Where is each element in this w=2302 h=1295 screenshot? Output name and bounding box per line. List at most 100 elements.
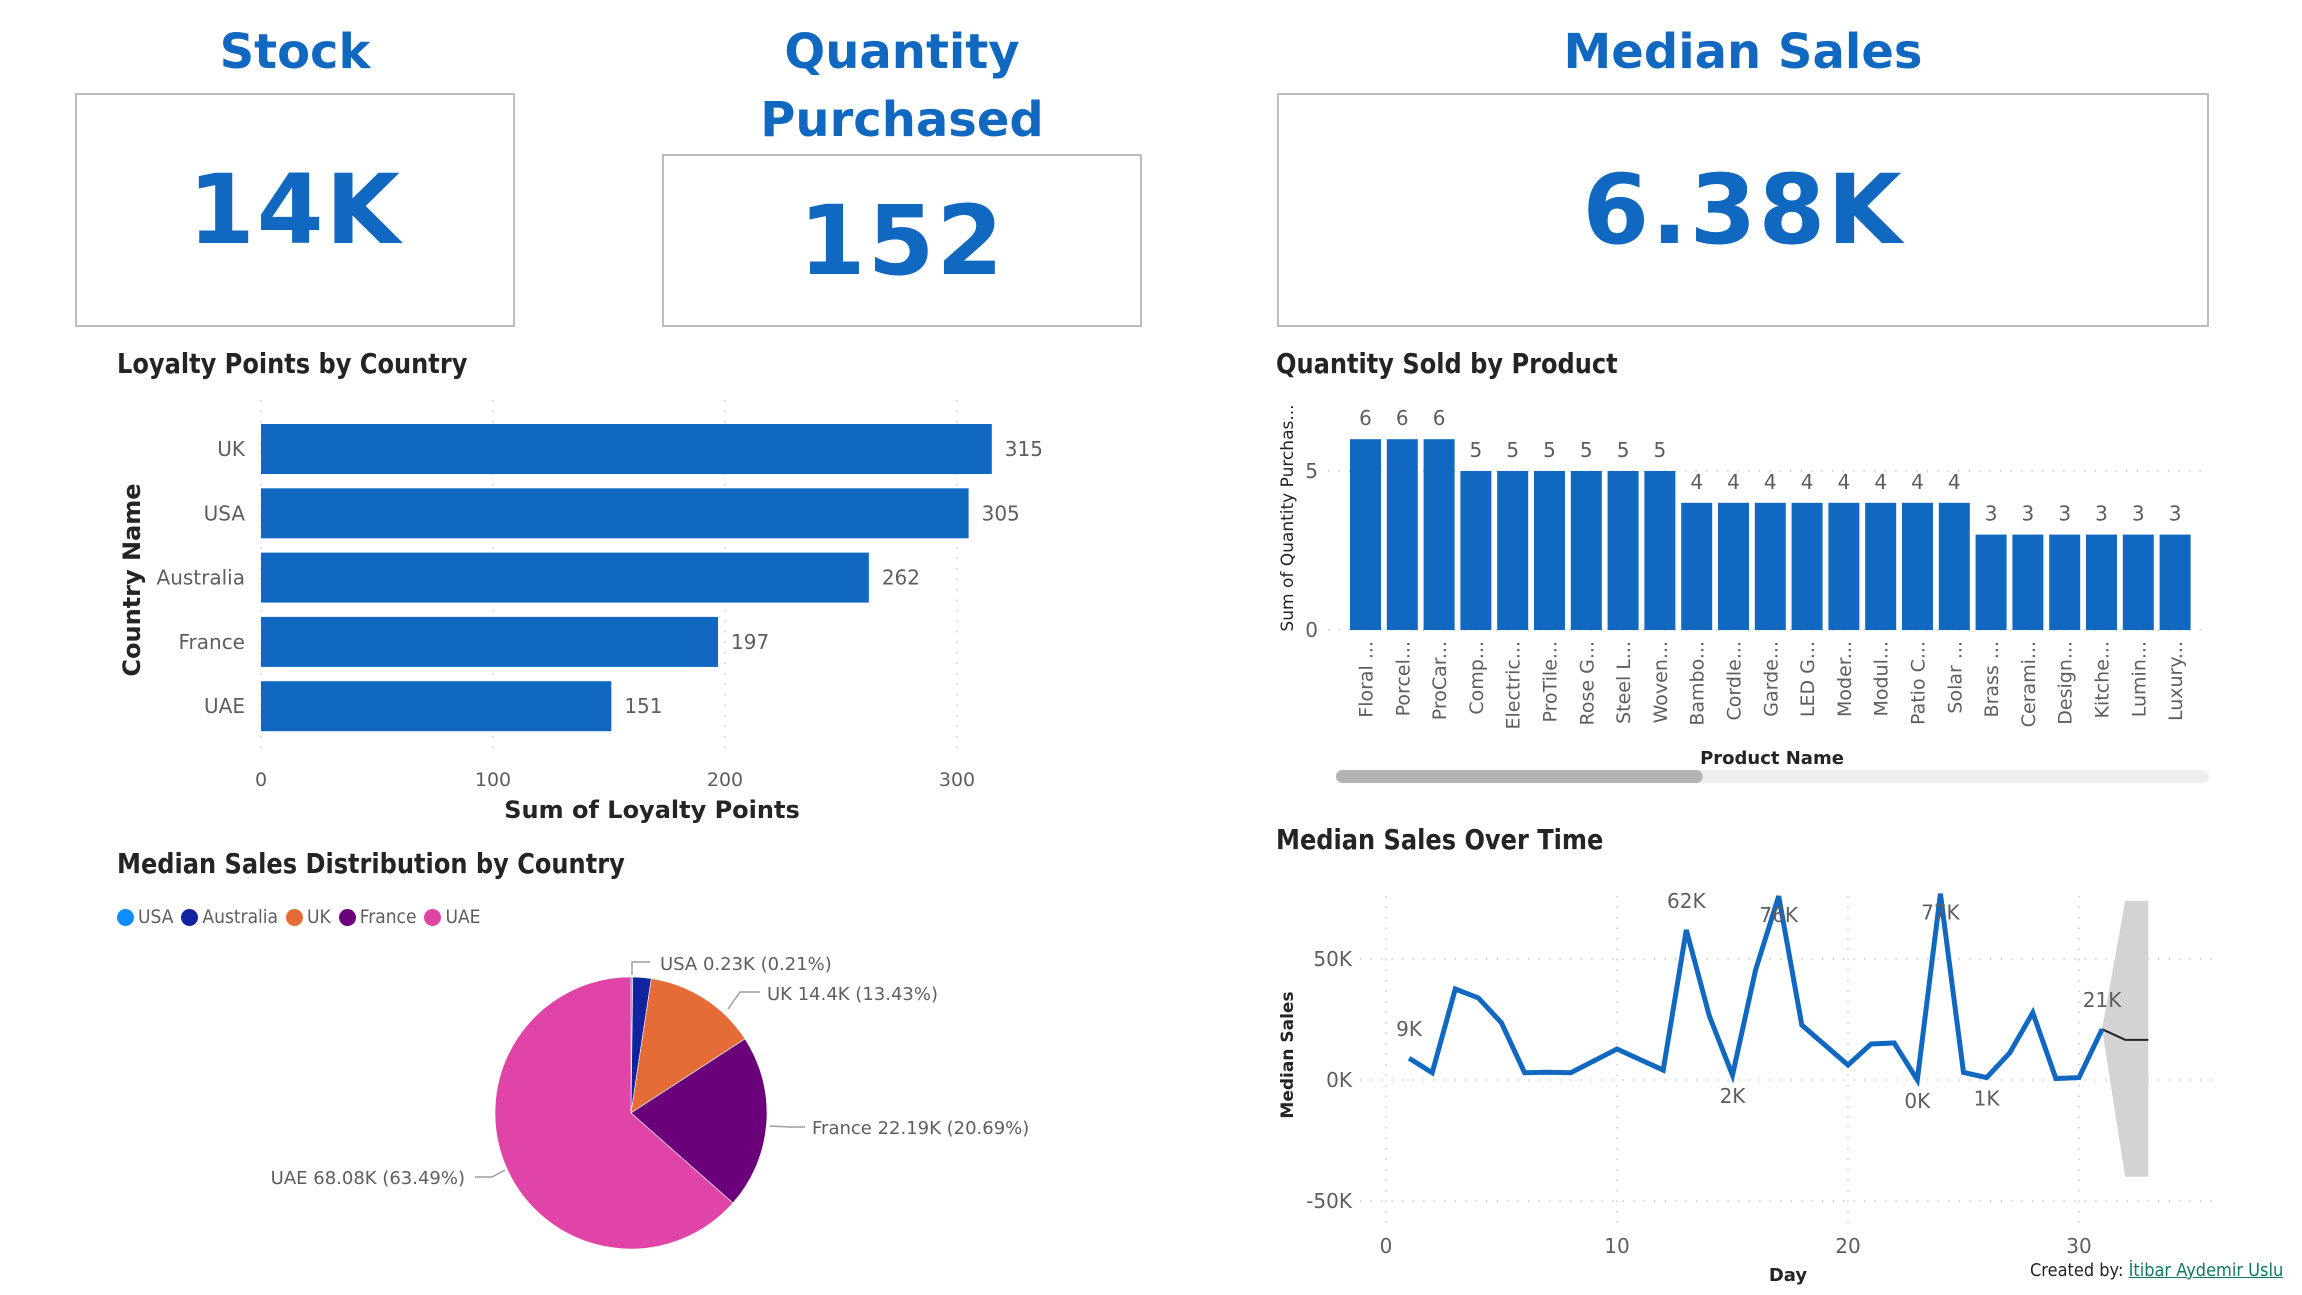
median-sales-pie-chart[interactable]: USA 0.23K (0.21%) UK 14.4K (13.43%) France… bbox=[0, 0, 1150, 1295]
loyalty-bar[interactable] bbox=[261, 424, 992, 474]
quantity-bar[interactable] bbox=[1460, 471, 1492, 630]
line-y-tick-label: 0K bbox=[1326, 1068, 1353, 1092]
legend-dot-icon bbox=[181, 908, 199, 926]
quantity-value-label: 5 bbox=[1580, 438, 1593, 462]
quantity-value-label: 4 bbox=[1764, 470, 1777, 494]
loyalty-category-label: USA bbox=[204, 501, 246, 525]
quantity-bar[interactable] bbox=[1570, 471, 1602, 630]
loyalty-x-tick-label: 200 bbox=[707, 769, 743, 791]
quantity-bar[interactable] bbox=[1975, 534, 2007, 630]
quantity-bar[interactable] bbox=[1902, 502, 1933, 630]
quantity-bar[interactable] bbox=[2122, 534, 2154, 630]
loyalty-bar[interactable] bbox=[261, 488, 969, 539]
legend-item[interactable]: UK bbox=[286, 906, 331, 928]
quantity-purchased-title: Quantity Purchased bbox=[662, 18, 1142, 154]
quantity-bar[interactable] bbox=[1644, 471, 1676, 630]
quantity-value-label: 6 bbox=[1396, 406, 1409, 430]
loyalty-category-label: UAE bbox=[204, 694, 245, 718]
legend-item[interactable]: UAE bbox=[424, 906, 480, 928]
author-link[interactable]: İtibar Aydemir Uslu bbox=[2128, 1260, 2284, 1281]
loyalty-value-label: 262 bbox=[882, 566, 920, 590]
line-data-label: 1K bbox=[1974, 1087, 2001, 1111]
quantity-purchased-card[interactable]: 152 bbox=[662, 154, 1142, 327]
loyalty-category-label: UK bbox=[217, 437, 246, 461]
quantity-value-label: 5 bbox=[1543, 438, 1556, 462]
quantity-bar[interactable] bbox=[1607, 471, 1639, 630]
quantity-bar[interactable] bbox=[1828, 502, 1860, 630]
line-series bbox=[1407, 893, 2105, 1088]
quantity-bar[interactable] bbox=[2159, 534, 2191, 630]
legend-item[interactable]: Australia bbox=[181, 906, 278, 928]
line-data-label: 76K bbox=[1759, 903, 1798, 927]
line-chart-title: Median Sales Over Time bbox=[1276, 823, 1604, 856]
pie-slice-france[interactable] bbox=[630, 1038, 768, 1204]
loyalty-x-tick-label: 300 bbox=[939, 769, 975, 791]
line-x-tick-label: 10 bbox=[1604, 1234, 1629, 1258]
pie-data-label: USA 0.23K (0.21%) bbox=[660, 954, 832, 975]
quantity-bar[interactable] bbox=[1497, 471, 1529, 630]
quantity-category-label: Bambo... bbox=[1687, 641, 1709, 726]
quantity-value-label: 3 bbox=[2169, 502, 2182, 526]
quantity-bar[interactable] bbox=[1350, 439, 1381, 630]
stock-card[interactable]: 14K bbox=[75, 93, 515, 327]
legend-item[interactable]: France bbox=[338, 906, 416, 928]
quantity-value-label: 6 bbox=[1433, 406, 1446, 430]
quantity-category-label: Garde... bbox=[1760, 641, 1782, 717]
quantity-y-tick-label: 5 bbox=[1305, 459, 1318, 483]
quantity-bar[interactable] bbox=[1386, 439, 1418, 630]
line-x-tick-label: 20 bbox=[1835, 1234, 1860, 1258]
quantity-value-label: 4 bbox=[1838, 470, 1851, 494]
loyalty-x-axis-title: Sum of Loyalty Points bbox=[504, 796, 800, 824]
quantity-bar[interactable] bbox=[2086, 534, 2117, 630]
quantity-category-label: Modul... bbox=[1871, 641, 1893, 717]
line-x-axis-title: Day bbox=[1769, 1265, 1808, 1286]
quantity-category-label: Cordle... bbox=[1724, 641, 1746, 721]
quantity-bar[interactable] bbox=[1754, 502, 1786, 630]
quantity-bar[interactable] bbox=[1865, 502, 1897, 630]
quantity-bar[interactable] bbox=[1681, 502, 1713, 630]
quantity-bar[interactable] bbox=[1718, 502, 1749, 630]
quantity-value-label: 4 bbox=[1948, 470, 1961, 494]
legend-label: USA bbox=[138, 906, 174, 928]
pie-data-label: UK 14.4K (13.43%) bbox=[767, 984, 938, 1005]
loyalty-bars bbox=[261, 424, 992, 732]
quantity-bar[interactable] bbox=[1534, 471, 1565, 630]
median-sales-card[interactable]: 6.38K bbox=[1277, 93, 2209, 327]
quantity-bar[interactable] bbox=[1791, 502, 1823, 630]
loyalty-bar[interactable] bbox=[261, 616, 719, 667]
quantity-value-label: 5 bbox=[1506, 438, 1519, 462]
line-y-axis-title: Median Sales bbox=[1278, 991, 1298, 1118]
quantity-value-label: 6 bbox=[1359, 406, 1372, 430]
line-y-tick-label: -50K bbox=[1306, 1189, 1353, 1213]
quantity-bar[interactable] bbox=[1938, 502, 1970, 630]
pie-legend: USA Australia UK France UAE bbox=[117, 906, 480, 928]
legend-dot-icon bbox=[338, 908, 356, 926]
quantity-bar[interactable] bbox=[2012, 534, 2044, 630]
loyalty-bar[interactable] bbox=[261, 681, 612, 732]
loyalty-bar[interactable] bbox=[261, 552, 869, 603]
loyalty-value-label: 151 bbox=[624, 694, 662, 718]
loyalty-labels: 0 100 200 300 UK 315 USA 305 Australia 262 France 1… bbox=[157, 437, 1043, 791]
legend-label: UAE bbox=[445, 906, 481, 928]
quantity-category-label: Steel L... bbox=[1613, 641, 1635, 724]
quantity-x-axis-title: Product Name bbox=[1700, 748, 1844, 769]
line-data-label: 2K bbox=[1720, 1084, 1747, 1108]
quantity-category-label: Kitche... bbox=[2092, 641, 2114, 718]
quantity-bar[interactable] bbox=[1423, 439, 1455, 630]
legend-item[interactable]: USA bbox=[117, 906, 173, 928]
pie-slice-uae[interactable] bbox=[494, 976, 734, 1250]
quantity-bar[interactable] bbox=[2049, 534, 2081, 630]
pie-slice-uk[interactable] bbox=[630, 978, 746, 1114]
loyalty-x-tick-label: 0 bbox=[255, 769, 267, 791]
pie-data-label: UAE 68.08K (63.49%) bbox=[271, 1168, 465, 1189]
line-y-tick-label: 50K bbox=[1313, 947, 1352, 971]
quantity-scrollbar-thumb[interactable] bbox=[1336, 770, 1703, 783]
quantity-category-label: ProTile... bbox=[1540, 641, 1562, 723]
loyalty-points-chart[interactable]: 0 100 200 300 UK 315 USA 305 Australia 262 France 1… bbox=[0, 0, 1150, 840]
median-sales-line[interactable] bbox=[1407, 893, 2105, 1088]
quantity-value-label: 4 bbox=[1874, 470, 1887, 494]
loyalty-value-label: 305 bbox=[982, 501, 1020, 525]
median-sales-value: 6.38K bbox=[1582, 154, 1904, 266]
